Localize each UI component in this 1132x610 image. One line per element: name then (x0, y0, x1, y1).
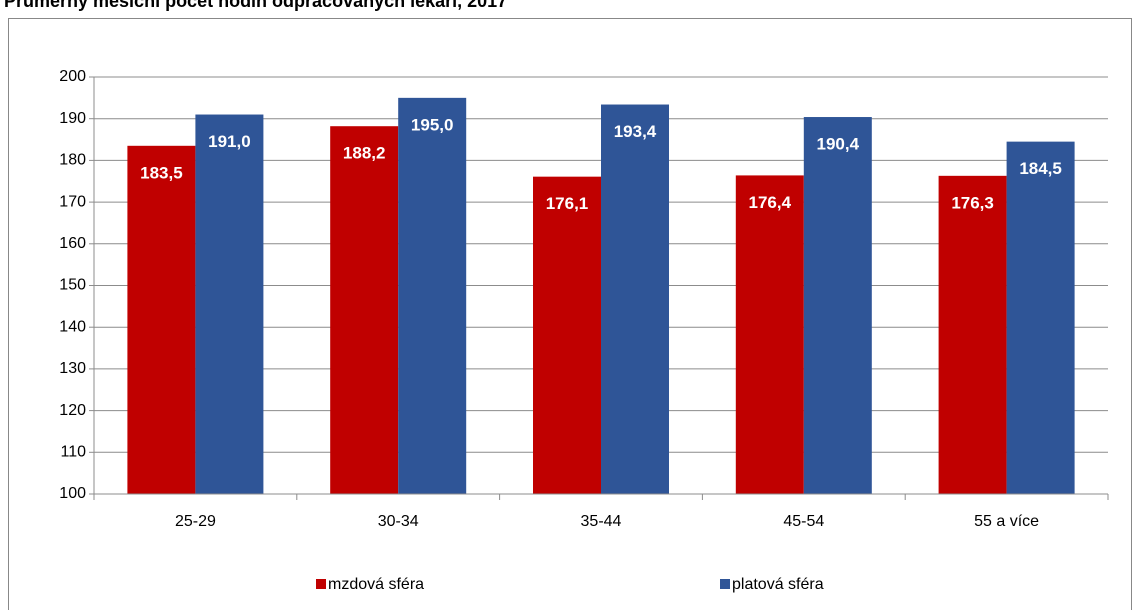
y-tick-label: 130 (59, 360, 86, 377)
value-label: 176,3 (951, 193, 994, 212)
bar (938, 175, 1007, 495)
y-tick-label: 100 (59, 485, 86, 502)
value-label: 188,2 (343, 144, 386, 163)
legend-label: platová sféra (732, 576, 824, 593)
value-label: 195,0 (411, 115, 454, 134)
bar (533, 176, 601, 494)
bar (330, 126, 399, 495)
bar (195, 114, 264, 494)
x-tick-label: 45-54 (783, 513, 824, 530)
value-label: 193,4 (614, 122, 657, 141)
y-tick-label: 190 (59, 110, 86, 127)
bar (398, 97, 467, 494)
value-label: 176,1 (546, 194, 589, 213)
x-tick-label: 30-34 (378, 513, 419, 530)
bar (735, 175, 804, 495)
legend-swatch (316, 579, 326, 589)
y-tick-label: 170 (59, 193, 86, 210)
x-tick-label: 55 a více (974, 513, 1039, 530)
y-tick-label: 200 (59, 68, 86, 85)
value-label: 183,5 (140, 163, 183, 182)
chart-title: Průměrný měsíční počet hodin odpracovaný… (4, 0, 507, 11)
value-label: 190,4 (817, 135, 860, 154)
y-tick-label: 110 (60, 444, 86, 461)
legend-swatch (720, 579, 730, 589)
value-label: 184,5 (1019, 159, 1062, 178)
y-tick-label: 180 (59, 152, 86, 169)
value-label: 191,0 (208, 132, 251, 151)
legend-label: mzdová sféra (328, 576, 424, 593)
bar (1006, 141, 1075, 494)
x-tick-label: 35-44 (581, 513, 622, 530)
y-tick-label: 160 (59, 235, 86, 252)
y-tick-label: 140 (59, 318, 86, 335)
x-tick-label: 25-29 (175, 513, 216, 530)
y-tick-label: 150 (59, 277, 86, 294)
bar (803, 117, 872, 495)
bar (601, 104, 669, 494)
y-tick-label: 120 (59, 402, 86, 419)
value-label: 176,4 (749, 193, 792, 212)
bar (127, 145, 196, 494)
